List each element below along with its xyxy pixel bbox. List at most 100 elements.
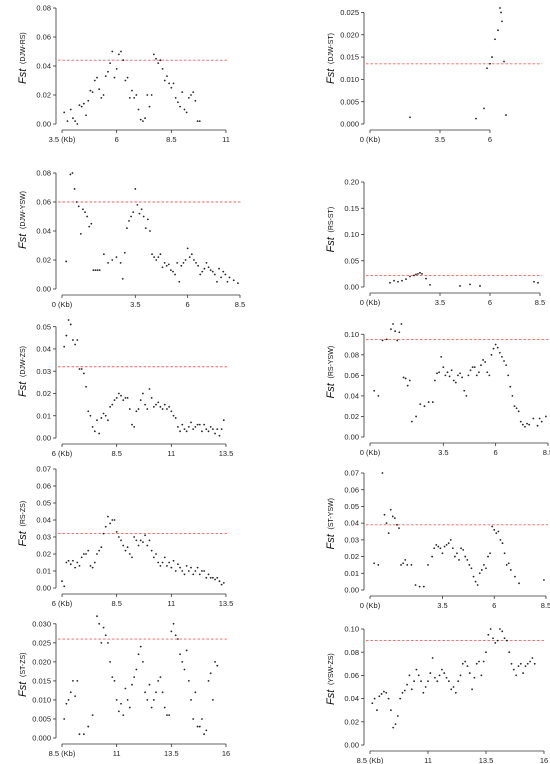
data-point (172, 622, 175, 625)
data-point (222, 270, 225, 273)
y-tick-label: 0.00 (36, 285, 51, 294)
data-point (389, 281, 391, 284)
data-point (443, 672, 446, 674)
data-point (187, 425, 190, 428)
y-tick-label: 0.04 (344, 519, 359, 528)
data-point (82, 733, 85, 736)
data-point (82, 372, 85, 375)
data-point (109, 522, 112, 525)
data-point (377, 564, 380, 566)
data-point (82, 553, 85, 555)
y-tick-label: 0.020 (340, 30, 359, 39)
data-point (518, 582, 520, 585)
data-point (63, 585, 66, 588)
data-point (67, 319, 70, 321)
data-point (401, 691, 404, 694)
data-point (176, 262, 179, 264)
data-point (111, 259, 114, 261)
y-tick-label: 0.005 (32, 715, 51, 724)
data-point (137, 108, 140, 111)
data-point (69, 323, 72, 326)
data-point (185, 111, 188, 114)
data-point (496, 639, 499, 642)
data-point (168, 561, 171, 564)
data-point (76, 123, 79, 125)
x-tick-label: 3.5 (Kb) (49, 135, 76, 144)
data-point (167, 263, 170, 266)
data-point (69, 173, 72, 176)
data-point (152, 405, 155, 408)
data-point (89, 565, 92, 567)
data-point (196, 423, 199, 426)
data-point (144, 227, 147, 230)
data-point (174, 634, 177, 637)
y-tick-label: 0.06 (36, 198, 51, 207)
data-point (461, 662, 464, 665)
data-point (205, 729, 208, 732)
x-tick-label: 13.5 (219, 599, 234, 608)
y-tick-label: 0.08 (36, 4, 51, 13)
data-point (178, 280, 181, 283)
y-tick-label: 0.02 (36, 256, 51, 265)
data-point (515, 674, 518, 677)
data-point (228, 276, 231, 279)
data-point (185, 565, 188, 567)
data-point (413, 680, 415, 683)
data-point (183, 428, 186, 430)
panel-7: 0.00 0.01 0.02 0.03 0.04 0.05 0.06 0.07 6 (Kb) 8.… (17, 465, 233, 608)
data-point (513, 405, 516, 408)
data-point (390, 328, 392, 331)
data-point (524, 425, 526, 428)
data-point (168, 405, 171, 408)
panel-4: 0.00 0.05 0.10 0.15 0.20 0 (Kb) 3.5 6 8.5 Fst (RS-… (325, 178, 545, 307)
data-point (192, 718, 195, 720)
y-tick-label: 0.04 (36, 62, 51, 71)
data-point (124, 397, 127, 399)
data-point (396, 339, 399, 342)
data-point (174, 273, 176, 276)
data-point (440, 355, 443, 358)
data-point (406, 683, 409, 686)
panel-3: 0.00 0.02 0.04 0.06 0.08 0 (Kb) 3.5 6 8.5 Fst (DJW… (17, 169, 245, 309)
x-tick-label: 11 (424, 756, 432, 764)
data-point (88, 225, 91, 228)
data-point (153, 256, 156, 258)
data-point (74, 566, 77, 569)
x-tick-label: 0 (Kb) (52, 300, 73, 309)
x-tick-label: 8.5 (235, 300, 245, 309)
x-tick-label: 11 (222, 135, 230, 144)
panel-9: 0.000 0.005 0.010 0.015 0.020 0.025 0.030 8.5 (… (17, 615, 230, 758)
data-point (389, 508, 392, 511)
data-point (438, 674, 441, 677)
data-point (198, 725, 201, 728)
x-tick-label: 8.5 (Kb) (357, 756, 384, 764)
y-tick-label: 0.00 (344, 741, 359, 750)
data-point (216, 664, 219, 667)
data-point (74, 343, 77, 346)
data-point (186, 247, 189, 250)
data-point (185, 649, 188, 652)
data-point (132, 211, 135, 214)
data-point (448, 375, 451, 378)
data-point (489, 62, 491, 65)
data-point (180, 264, 183, 267)
data-point (474, 580, 477, 583)
data-point (489, 628, 492, 630)
data-point (139, 399, 142, 402)
data-point (150, 549, 153, 552)
x-tick-label: 11 (167, 449, 175, 458)
y-tick-label: 0.01 (36, 567, 51, 576)
data-point (119, 262, 122, 264)
y-tick-label: 0.030 (32, 619, 51, 628)
data-point (492, 637, 494, 640)
data-point (486, 371, 489, 374)
data-point (393, 279, 395, 282)
data-point (216, 428, 219, 430)
data-point (170, 566, 173, 569)
data-point (404, 559, 407, 561)
data-point (465, 395, 468, 397)
data-point (436, 680, 439, 683)
data-point (401, 279, 403, 282)
y-axis-label: Fst (17, 233, 29, 249)
y-tick-label: 0.020 (32, 657, 51, 666)
